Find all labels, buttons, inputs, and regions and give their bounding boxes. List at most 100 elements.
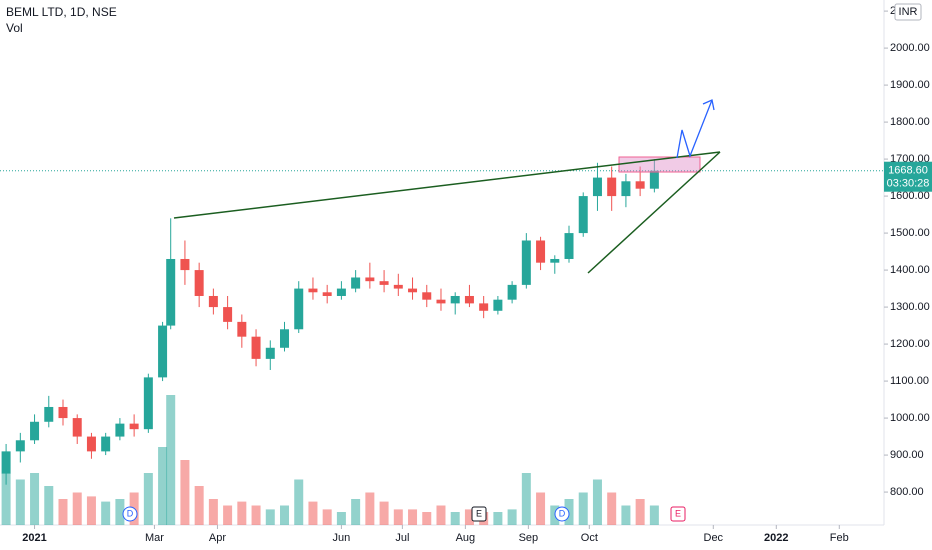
volume-bar bbox=[158, 447, 168, 525]
y-tick-label: 1100.00 bbox=[890, 375, 929, 387]
volume-bar bbox=[365, 492, 375, 525]
volume-bar bbox=[115, 499, 125, 525]
candle-body bbox=[592, 177, 602, 197]
candle-body bbox=[158, 325, 168, 378]
x-tick-label: Jul bbox=[395, 532, 409, 544]
candle-body bbox=[308, 288, 318, 293]
volume-bar bbox=[422, 512, 432, 525]
volume-bar bbox=[621, 505, 631, 525]
volume-bar bbox=[578, 492, 588, 525]
volume-label: Vol bbox=[6, 21, 23, 35]
candle-body bbox=[436, 299, 446, 304]
axes: 212000.001900.001800.001700.001600.00150… bbox=[22, 5, 932, 544]
x-tick-label: 2022 bbox=[764, 532, 788, 544]
candle-body bbox=[336, 288, 346, 296]
candle-body bbox=[30, 421, 40, 441]
candle-body bbox=[72, 418, 82, 437]
x-tick-label: 2021 bbox=[22, 532, 46, 544]
candle-body bbox=[550, 258, 560, 263]
volume-bar bbox=[351, 499, 361, 525]
volume-bar bbox=[194, 486, 204, 525]
last-price-label: 1668.60 bbox=[888, 165, 928, 177]
dividend-marker bbox=[122, 506, 138, 522]
candle-body bbox=[86, 436, 96, 452]
x-tick-label: Mar bbox=[145, 532, 164, 544]
volume-bar bbox=[15, 479, 25, 525]
currency-badge[interactable] bbox=[894, 3, 922, 21]
candle-body bbox=[294, 288, 304, 330]
x-tick-label: Apr bbox=[209, 532, 226, 544]
candle-body bbox=[1, 451, 11, 474]
y-tick-label: 900.00 bbox=[890, 449, 924, 461]
volume-bar bbox=[223, 505, 233, 525]
trend-line bbox=[173, 151, 721, 219]
volume-bar bbox=[436, 505, 446, 525]
volume-bar bbox=[507, 509, 517, 525]
candle-body bbox=[521, 240, 531, 285]
y-tick-label: 1600.00 bbox=[890, 190, 930, 202]
y-tick-label: 1300.00 bbox=[890, 301, 930, 313]
x-tick-label: Jun bbox=[333, 532, 351, 544]
volume-bar bbox=[280, 505, 290, 525]
y-tick-label: 800.00 bbox=[890, 486, 924, 498]
candle-body bbox=[408, 288, 418, 293]
volume-bar bbox=[408, 509, 418, 525]
event-label: E bbox=[675, 508, 681, 518]
candle-body bbox=[621, 181, 631, 197]
volume-bar bbox=[393, 509, 403, 525]
y-tick-label: 1800.00 bbox=[890, 116, 930, 128]
candle-body bbox=[536, 240, 546, 263]
volume-bar bbox=[265, 509, 275, 525]
earnings-marker bbox=[471, 506, 487, 522]
volume-bar bbox=[308, 501, 318, 525]
volume-bar bbox=[166, 395, 176, 525]
x-tick-label: Dec bbox=[704, 532, 724, 544]
volume-bar bbox=[72, 492, 82, 525]
y-tick-label: 1400.00 bbox=[890, 264, 930, 276]
candle-body bbox=[129, 423, 139, 430]
volume-bar bbox=[607, 492, 617, 525]
candle-body bbox=[422, 292, 432, 300]
candle-body bbox=[208, 295, 218, 308]
candle-body bbox=[322, 292, 332, 296]
candle-body bbox=[351, 277, 361, 289]
event-label: D bbox=[127, 508, 134, 518]
earnings-marker bbox=[670, 506, 686, 522]
chart-title: BEML LTD, 1D, NSE bbox=[6, 5, 117, 19]
candle-body bbox=[15, 440, 25, 452]
candle-body bbox=[479, 303, 489, 311]
candle-body bbox=[507, 284, 517, 300]
volume-bar bbox=[493, 512, 503, 525]
volume-bar bbox=[143, 473, 153, 525]
arrow-head bbox=[702, 99, 715, 111]
dividend-marker bbox=[554, 506, 570, 522]
y-tick-label: 1000.00 bbox=[890, 412, 930, 424]
candle-body bbox=[379, 281, 389, 285]
candle-body bbox=[493, 299, 503, 311]
volume-bar bbox=[101, 501, 111, 525]
volume-bar bbox=[30, 473, 40, 525]
candle-body bbox=[166, 258, 176, 326]
candle-body bbox=[635, 181, 645, 189]
volume-bar bbox=[536, 492, 546, 525]
x-tick-label: Sep bbox=[519, 532, 539, 544]
y-tick-label: 2000.00 bbox=[890, 42, 930, 54]
volume-bar bbox=[208, 499, 218, 525]
x-tick-label: Oct bbox=[581, 532, 598, 544]
volume-bar bbox=[635, 499, 645, 525]
volume-bar bbox=[44, 486, 54, 525]
candle-body bbox=[58, 406, 68, 419]
countdown-label: 03:30:28 bbox=[887, 178, 930, 190]
volume-bar bbox=[336, 512, 346, 525]
candle-body bbox=[464, 295, 474, 304]
event-label: D bbox=[559, 508, 566, 518]
trend-line bbox=[587, 151, 721, 274]
volume-bar bbox=[294, 479, 304, 525]
candle-body bbox=[180, 258, 190, 271]
volume-bar bbox=[86, 496, 96, 525]
volume-bar bbox=[237, 501, 247, 525]
candle-body bbox=[115, 423, 125, 437]
volume-bar bbox=[1, 473, 11, 525]
currency-label: INR bbox=[899, 6, 918, 18]
